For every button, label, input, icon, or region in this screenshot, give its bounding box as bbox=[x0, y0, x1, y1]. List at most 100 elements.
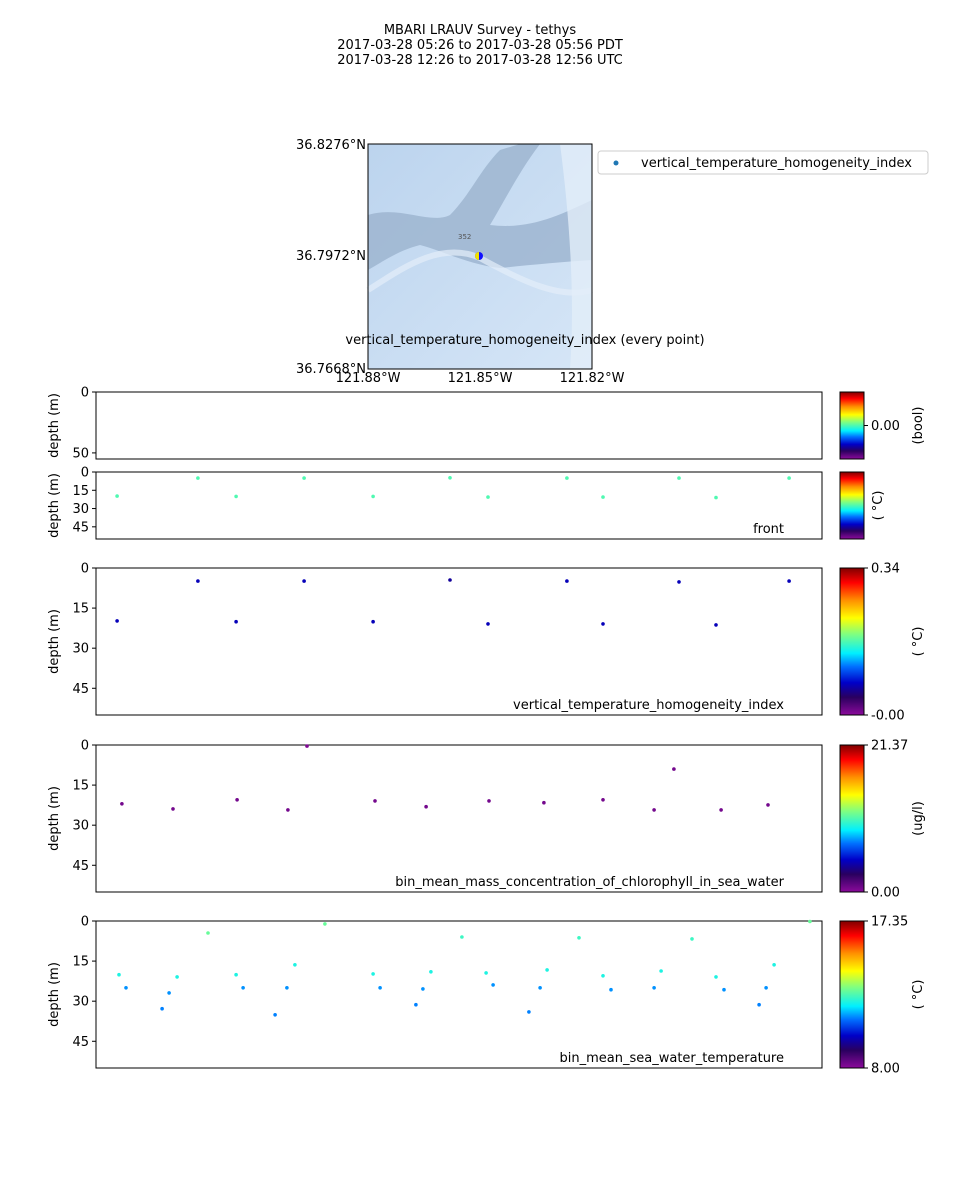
data-point bbox=[772, 963, 776, 967]
data-point bbox=[545, 968, 549, 972]
depth-panels: 0 50 depth (m) 0.00 (bool) 0 15 30 45 depth (m) fr… bbox=[47, 386, 926, 1077]
lon-tick: 121.85°W bbox=[448, 371, 513, 386]
y-tick-label: 15 bbox=[72, 955, 89, 970]
lat-tick: 36.7668°N bbox=[296, 362, 366, 377]
data-point bbox=[305, 744, 309, 748]
colorbar-label: (bool) bbox=[911, 407, 926, 445]
data-point bbox=[538, 986, 542, 990]
data-point bbox=[787, 579, 791, 583]
data-point bbox=[171, 807, 175, 811]
data-point bbox=[460, 935, 464, 939]
data-point bbox=[652, 808, 656, 812]
data-point bbox=[542, 800, 546, 805]
y-tick-label: 30 bbox=[72, 502, 89, 517]
data-point bbox=[371, 494, 375, 499]
depth-panel: 0 50 depth (m) 0.00 (bool) bbox=[47, 386, 926, 462]
data-point bbox=[160, 1006, 164, 1011]
colorbar bbox=[839, 391, 865, 460]
y-axis-label: depth (m) bbox=[47, 609, 62, 674]
data-point bbox=[484, 971, 488, 975]
data-point bbox=[486, 495, 490, 499]
plot-area bbox=[95, 920, 823, 1069]
colorbar-label: ( °C) bbox=[871, 491, 886, 521]
data-point bbox=[373, 799, 377, 803]
data-point bbox=[120, 802, 124, 806]
depth-panel: 0 15 30 45 depth (m) bin_mean_sea_water_tempe… bbox=[47, 915, 926, 1077]
data-point bbox=[672, 767, 676, 771]
colorbar-tick-label: 8.00 bbox=[871, 1062, 900, 1077]
figure-title: MBARI LRAUV Survey - tethys 2017-03-28 0… bbox=[337, 23, 623, 68]
colorbar-tick-label: 17.35 bbox=[871, 915, 908, 930]
data-point bbox=[241, 986, 245, 990]
data-point bbox=[115, 494, 119, 498]
data-point bbox=[527, 1010, 531, 1014]
data-point bbox=[286, 808, 290, 812]
y-axis-label: depth (m) bbox=[47, 473, 62, 538]
data-point bbox=[565, 579, 569, 583]
data-point bbox=[293, 963, 297, 967]
data-point bbox=[491, 983, 495, 987]
y-axis-label: depth (m) bbox=[47, 393, 62, 458]
data-point bbox=[722, 987, 726, 992]
data-point bbox=[424, 804, 428, 809]
lon-tick: 121.88°W bbox=[336, 371, 401, 386]
data-point bbox=[577, 936, 581, 940]
data-point bbox=[714, 975, 718, 979]
data-point bbox=[652, 986, 656, 990]
data-point bbox=[487, 799, 491, 803]
title-line: MBARI LRAUV Survey - tethys bbox=[384, 23, 577, 38]
data-point bbox=[486, 622, 490, 626]
title-line: 2017-03-28 12:26 to 2017-03-28 12:56 UTC bbox=[337, 53, 623, 68]
data-point bbox=[719, 808, 723, 812]
y-axis-label: depth (m) bbox=[47, 962, 62, 1027]
y-tick-label: 45 bbox=[72, 1035, 89, 1050]
colorbar-tick-label: 0.34 bbox=[871, 562, 900, 577]
y-tick-label: 30 bbox=[72, 819, 89, 834]
plot-area bbox=[95, 567, 823, 716]
y-tick-label: 0 bbox=[81, 466, 89, 481]
data-point bbox=[273, 1013, 277, 1017]
map-panel: 352 36.8276°N 36.7972°N 36.7668°N 121.88… bbox=[296, 138, 929, 386]
colorbar-tick-label: 21.37 bbox=[871, 739, 908, 754]
data-point bbox=[196, 476, 200, 480]
data-point bbox=[371, 972, 375, 976]
lon-tick: 121.82°W bbox=[560, 371, 625, 386]
data-point bbox=[175, 975, 179, 979]
y-tick-label: 50 bbox=[72, 446, 89, 461]
map-shelf bbox=[560, 144, 592, 369]
panel-label: vertical_temperature_homogeneity_index bbox=[513, 698, 784, 713]
y-tick-label: 45 bbox=[72, 682, 89, 697]
plot-area bbox=[95, 471, 823, 540]
map-canyon bbox=[368, 144, 592, 270]
colorbar-label: ( °C) bbox=[911, 980, 926, 1010]
colorbar-label: (ug/l) bbox=[911, 801, 926, 836]
data-point bbox=[302, 476, 306, 480]
data-point bbox=[421, 987, 425, 991]
data-point bbox=[234, 972, 238, 977]
data-point bbox=[714, 495, 718, 500]
data-point bbox=[601, 495, 605, 499]
lat-tick: 36.8276°N bbox=[296, 138, 366, 153]
data-point bbox=[124, 986, 128, 990]
panel-label: bin_mean_sea_water_temperature bbox=[560, 1051, 784, 1066]
colorbar-tick-label: -0.00 bbox=[871, 709, 905, 724]
data-point bbox=[196, 579, 200, 583]
data-point bbox=[677, 476, 681, 480]
data-point bbox=[601, 798, 605, 802]
plot-area bbox=[95, 744, 823, 893]
data-point bbox=[448, 578, 452, 582]
panel-label: bin_mean_mass_concentration_of_chlorophy… bbox=[395, 875, 784, 890]
data-point bbox=[302, 579, 306, 583]
data-point bbox=[167, 991, 171, 995]
data-point bbox=[234, 619, 238, 624]
y-tick-label: 15 bbox=[72, 779, 89, 794]
depth-panel: 0 15 30 45 depth (m) front ( °C) bbox=[47, 466, 886, 540]
data-point bbox=[601, 974, 605, 978]
y-tick-label: 15 bbox=[72, 484, 89, 499]
data-point bbox=[787, 476, 791, 480]
track-marker-half bbox=[475, 252, 479, 260]
map-frame bbox=[367, 143, 593, 370]
y-tick-label: 15 bbox=[72, 602, 89, 617]
legend-marker bbox=[613, 160, 619, 166]
